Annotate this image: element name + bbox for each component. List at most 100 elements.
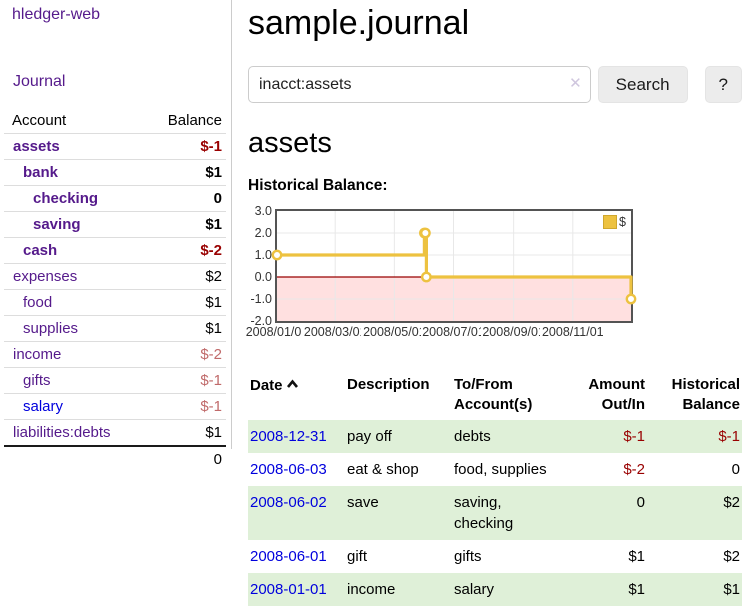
chart-plot-area[interactable]: $ (271, 209, 637, 323)
y-axis-tick-label: 3.0 (254, 204, 272, 218)
transaction-balance: $1 (723, 581, 740, 598)
transaction-date: 2008-12-31 (248, 420, 345, 453)
transaction-balance: 0 (731, 461, 740, 478)
y-axis-tick-label: 1.0 (254, 248, 272, 262)
accounts-table-body: assets $-1 bank $1 checking 0 saving $1 cash $-2 e… (4, 133, 226, 446)
y-axis-tick-label: 0.0 (254, 270, 272, 284)
account-link[interactable]: cash (23, 242, 58, 259)
legend-label: $ (619, 215, 626, 229)
transaction-description: pay off (347, 428, 392, 445)
transaction-amount: 0 (636, 494, 645, 511)
x-axis-tick-label: 2008/05/01 (361, 325, 428, 339)
search-box: ✕ (248, 66, 591, 103)
balance-chart: $ 3.0 2.0 1.0 0.0 -1.0 -2.0 2008/01/01 2008/03… (244, 204, 742, 343)
account-row: assets $-1 (4, 133, 226, 160)
account-link[interactable]: bank (23, 164, 59, 181)
account-link[interactable]: assets (13, 138, 60, 155)
search-form: ✕ Search ? (248, 66, 742, 103)
account-link[interactable]: income (13, 346, 62, 363)
transaction-date-link[interactable]: 2008-06-02 (250, 494, 327, 511)
account-row: bank $1 (4, 159, 226, 186)
chart-canvas (271, 211, 637, 321)
register-header-balance: Historical Balance (671, 376, 740, 413)
account-balance: $-2 (140, 341, 226, 368)
transaction-row: 2008-06-03 eat & shop food, supplies $-2 0 (248, 453, 742, 486)
account-balance: $2 (140, 263, 226, 290)
account-link[interactable]: checking (33, 190, 99, 207)
account-row: food $1 (4, 289, 226, 316)
account-link[interactable]: supplies (23, 320, 79, 337)
transaction-accounts: salary (454, 581, 495, 598)
transaction-amount: $-2 (623, 461, 645, 478)
register-header-accounts: To/From Account(s) (454, 376, 533, 413)
account-row: saving $1 (4, 211, 226, 238)
search-button[interactable]: Search (597, 66, 688, 103)
account-row: gifts $-1 (4, 367, 226, 394)
account-link[interactable]: saving (33, 216, 81, 233)
transaction-date-link[interactable]: 2008-01-01 (250, 581, 327, 598)
transaction-date-link[interactable]: 2008-06-03 (250, 461, 327, 478)
account-balance: $-1 (140, 367, 226, 394)
account-balance: $1 (140, 211, 226, 238)
transaction-date: 2008-06-03 (248, 453, 345, 486)
x-axis-tick-label: 2008/07/01 (420, 325, 487, 339)
transaction-amount: $1 (628, 548, 645, 565)
account-link[interactable]: expenses (13, 268, 78, 285)
register-header-description: Description (347, 376, 430, 393)
register-header-amount: Amount Out/In (588, 376, 645, 413)
y-axis-tick-label: -2.0 (250, 314, 272, 328)
accounts-total-row: 0 (4, 445, 226, 472)
x-axis-tick-label: 2008/03/01 (302, 325, 369, 339)
transaction-date: 2008-06-01 (248, 540, 345, 573)
register-header-date[interactable]: Date (248, 370, 345, 420)
account-link[interactable]: gifts (23, 372, 51, 389)
sort-ascending-icon (286, 375, 299, 395)
transaction-accounts: saving, checking (454, 494, 514, 532)
x-axis-tick-label: 2008/01/01 (244, 325, 310, 339)
chart-legend: $ (603, 215, 626, 229)
transaction-row: 2008-01-01 income salary $1 $1 (248, 573, 742, 606)
transaction-balance: $-1 (718, 428, 740, 445)
transaction-amount: $1 (628, 581, 645, 598)
clear-search-icon[interactable]: ✕ (569, 75, 582, 92)
legend-swatch-icon (603, 215, 618, 229)
transaction-balance: $2 (723, 548, 740, 565)
transaction-accounts: food, supplies (454, 461, 547, 478)
transaction-date-link[interactable]: 2008-06-01 (250, 548, 327, 565)
account-balance: 0 (140, 185, 226, 212)
chart-heading: Historical Balance: (248, 177, 388, 194)
transaction-description: income (347, 581, 396, 598)
page-title: sample.journal (248, 4, 470, 42)
account-row: cash $-2 (4, 237, 226, 264)
account-balance: $-1 (140, 133, 226, 160)
account-link[interactable]: salary (23, 398, 64, 415)
transaction-description: gift (347, 548, 368, 565)
account-row: checking 0 (4, 185, 226, 212)
account-link[interactable]: liabilities:debts (13, 424, 111, 441)
sidebar: hledger-web Journal Account Balance asse… (0, 0, 232, 472)
register-table: Date Description To/From Account(s) Amou… (248, 370, 742, 606)
account-balance: $-2 (140, 237, 226, 264)
x-axis-tick-label: 2008/11/01 (539, 325, 606, 339)
transaction-date-link[interactable]: 2008-12-31 (250, 428, 327, 445)
transaction-accounts: debts (454, 428, 491, 445)
accounts-header-balance: Balance (167, 112, 222, 129)
accounts-total-value: 0 (140, 445, 226, 472)
app-brand-link[interactable]: hledger-web (12, 6, 101, 23)
register-table-body: 2008-12-31 pay off debts $-1 $-1 2008-06-03 ea… (248, 420, 742, 606)
account-row: expenses $2 (4, 263, 226, 290)
help-button[interactable]: ? (704, 66, 742, 103)
account-row: income $-2 (4, 341, 226, 368)
transaction-date: 2008-06-02 (248, 486, 345, 540)
account-balance: $-1 (140, 393, 226, 420)
account-balance: $1 (140, 315, 226, 342)
accounts-table: Account Balance assets $-1 bank $1 checking 0… (4, 108, 226, 472)
sidebar-item-journal[interactable]: Journal (13, 73, 66, 90)
account-row: supplies $1 (4, 315, 226, 342)
search-input[interactable] (248, 66, 591, 103)
account-row: liabilities:debts $1 (4, 419, 226, 446)
account-balance: $1 (140, 159, 226, 186)
account-link[interactable]: food (23, 294, 53, 311)
transaction-description: save (347, 494, 379, 511)
account-title: assets (248, 127, 332, 159)
